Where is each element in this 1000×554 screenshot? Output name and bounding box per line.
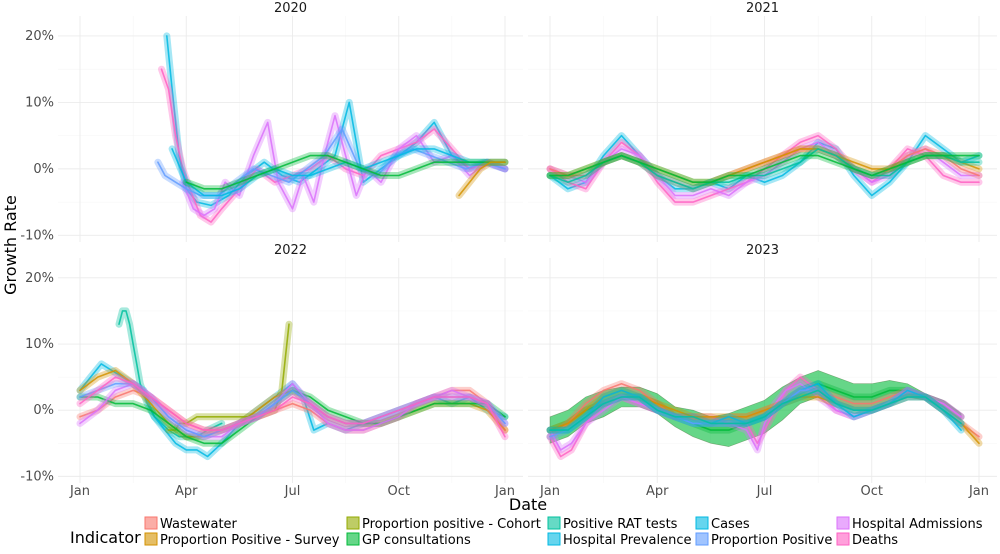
x-tick-label: Apr — [175, 484, 198, 499]
legend-swatch — [547, 532, 561, 546]
x-tick-label: Jan — [494, 484, 515, 499]
legend-item-hospital-admissions: Hospital Admissions — [836, 516, 983, 532]
y-tick-label: 20% — [25, 271, 54, 286]
series-line-hp — [171, 148, 506, 197]
legend-swatch — [836, 532, 850, 546]
panel-2021: 2021 — [528, 1, 997, 242]
y-tick-label: 20% — [25, 29, 54, 44]
legend-label: Hospital Prevalence — [563, 533, 692, 548]
legend-item-gp-consultations: GP consultations — [346, 532, 471, 548]
legend-label: Wastewater — [160, 517, 238, 532]
y-tick-label: 0% — [33, 162, 54, 177]
legend-swatch — [547, 516, 561, 530]
panel-2022: 2022 -10% 0% 10% 20% Jan Apr Jul Oct Jan — [20, 243, 523, 499]
panel-title: 2021 — [746, 1, 779, 16]
panel-title: 2022 — [274, 243, 307, 258]
legend-item-positive-rat-tests: Positive RAT tests — [547, 516, 678, 532]
x-tick-label: Oct — [388, 484, 410, 499]
series-line-pp — [157, 128, 506, 197]
legend-label: Positive RAT tests — [563, 517, 678, 532]
x-tick-label: Jul — [756, 484, 773, 499]
legend-label: Cases — [711, 517, 750, 532]
y-tick-label: 0% — [33, 403, 54, 418]
legend-label: Proportion Positive — [711, 533, 832, 548]
series-line-ppc — [167, 323, 290, 431]
legend-swatch — [836, 516, 850, 530]
legend-swatch — [144, 532, 158, 546]
legend-swatch — [346, 516, 360, 530]
legend-item-wastewater: Wastewater — [144, 516, 238, 532]
x-axis-title: Date — [509, 495, 547, 514]
series-line-gp — [185, 154, 506, 190]
legend-title: Indicator — [70, 528, 141, 547]
legend-label: Proportion Positive - Survey — [160, 533, 340, 548]
legend-swatch — [695, 532, 709, 546]
x-tick-label: Jan — [539, 484, 560, 499]
y-axis-title: Growth Rate — [1, 195, 20, 295]
y-tick-label: -10% — [20, 228, 54, 243]
x-tick-label: Oct — [861, 484, 883, 499]
legend-label: Proportion positive - Cohort — [362, 517, 541, 532]
x-tick-label: Apr — [646, 484, 669, 499]
x-tick-label: Jan — [968, 484, 989, 499]
panel-2020: 2020 -10% 0% 10% 20% — [20, 1, 523, 243]
y-tick-label: -10% — [20, 469, 54, 484]
legend: Indicator Wastewater Proportion positive … — [70, 516, 983, 548]
y-tick-label: 10% — [25, 337, 54, 352]
legend-item-hospital-prevalence: Hospital Prevalence — [547, 532, 692, 548]
legend-item-proportion-positive-survey: Proportion Positive - Survey — [144, 532, 340, 548]
legend-label: Deaths — [852, 533, 898, 548]
legend-item-proportion-positive-cohort: Proportion positive - Cohort — [346, 516, 541, 532]
legend-item-proportion-positive: Proportion Positive — [695, 532, 832, 548]
legend-label: GP consultations — [362, 533, 471, 548]
legend-swatch — [695, 516, 709, 530]
series-line-gp — [549, 154, 980, 183]
panel-title: 2020 — [274, 1, 307, 16]
series-line-rat — [549, 389, 962, 431]
legend-item-deaths: Deaths — [836, 532, 898, 548]
legend-swatch — [346, 532, 360, 546]
x-tick-label: Jan — [69, 484, 90, 499]
y-tick-label: 10% — [25, 95, 54, 110]
x-tick-label: Jul — [284, 484, 301, 499]
legend-item-cases: Cases — [695, 516, 750, 532]
series-ribbon-gp — [549, 370, 962, 447]
legend-swatch — [144, 516, 158, 530]
series-line-pps — [458, 161, 506, 197]
panels-layer: 2020 -10% 0% 10% 20% 2021 2022 -10% 0% 10% 20% Jan A… — [20, 1, 997, 499]
legend-label: Hospital Admissions — [852, 517, 983, 532]
panel-2023: 2023 Jan Apr Jul Oct Jan — [528, 243, 997, 499]
panel-title: 2023 — [746, 243, 779, 258]
series-line-deaths — [79, 376, 506, 438]
